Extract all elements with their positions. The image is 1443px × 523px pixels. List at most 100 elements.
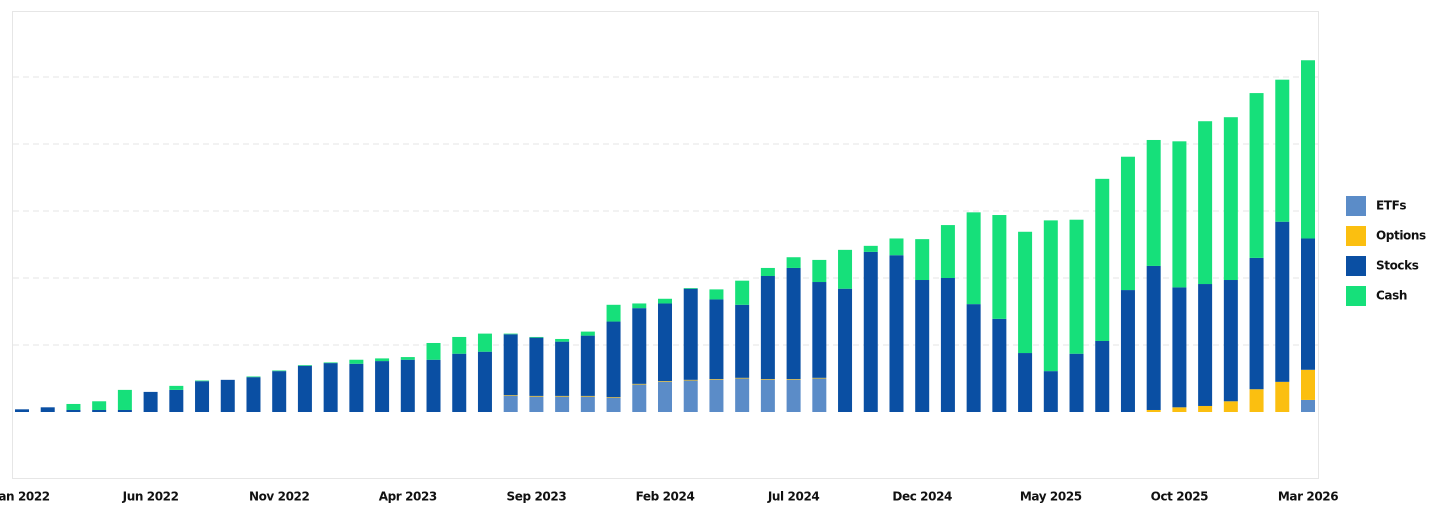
bar-segment <box>683 288 698 289</box>
bar-segment <box>246 377 261 412</box>
bar-segment <box>812 259 827 283</box>
bar-segment <box>760 267 775 276</box>
x-tick-label: Jun 2022 <box>122 490 179 504</box>
bar-segment <box>966 212 981 305</box>
bar-segment <box>143 391 158 412</box>
bar-segment <box>246 376 261 378</box>
bar-segment <box>889 255 904 412</box>
bar-segment <box>735 280 750 305</box>
bar-segment <box>760 379 775 412</box>
bar-segment <box>889 238 904 256</box>
bar-segment <box>477 333 492 352</box>
bar-segment <box>1095 178 1110 341</box>
bar-segment <box>375 361 390 412</box>
bar-segment <box>400 359 415 412</box>
bar-segment <box>1146 265 1161 410</box>
legend-label: Stocks <box>1376 259 1419 273</box>
bar-segment <box>117 389 132 410</box>
bar-segment <box>658 381 672 382</box>
bar-segment <box>426 342 441 360</box>
bar-segment <box>915 280 930 412</box>
bar-segment <box>477 351 492 412</box>
bar-segment <box>709 289 724 300</box>
bar-segment <box>323 363 338 412</box>
bar-segment <box>349 359 364 364</box>
bar-segment <box>1018 353 1033 412</box>
bar-segment <box>503 395 518 412</box>
bar-segment <box>1275 381 1290 412</box>
bar-segment <box>1095 340 1110 412</box>
legend-swatch <box>1346 256 1366 276</box>
bar-segment <box>529 395 544 397</box>
bar-segment <box>606 321 621 398</box>
bar-segment <box>812 378 827 412</box>
bar-segment <box>786 379 801 380</box>
bar-segment <box>297 365 312 366</box>
legend-label: ETFs <box>1376 199 1406 213</box>
bar-segment <box>760 275 775 380</box>
bar-segment <box>503 333 518 335</box>
x-tick-label: Sep 2023 <box>507 490 567 504</box>
bar-segment <box>323 362 338 364</box>
legend-swatch <box>1346 196 1366 216</box>
bar-segment <box>683 380 698 412</box>
bar-segment <box>1172 407 1187 412</box>
bar-segment <box>529 337 544 396</box>
bar-segment <box>658 298 672 304</box>
bar-segment <box>117 409 132 412</box>
bar-segment <box>1275 221 1290 382</box>
bar-segment <box>452 336 467 354</box>
bar-segment <box>632 308 647 384</box>
bar-segment <box>1146 139 1161 266</box>
bar-segment <box>1301 60 1315 239</box>
bar-segment <box>863 245 878 252</box>
bar-segment <box>1198 121 1213 285</box>
bar-segment <box>838 288 853 412</box>
plot-frame <box>12 11 1319 479</box>
bar-segment <box>1172 141 1187 288</box>
bar-segment <box>632 303 647 309</box>
bar-segment <box>992 215 1007 319</box>
bar-segment <box>452 353 467 412</box>
bar-segment <box>838 249 853 289</box>
bar-segment <box>735 377 750 379</box>
bar-segment <box>92 401 107 410</box>
bar-segment <box>169 389 184 412</box>
bar-segment <box>606 397 621 398</box>
bar-segment <box>709 379 724 412</box>
bar-segment <box>1043 220 1058 372</box>
bar-segment <box>786 267 801 380</box>
bar-segment <box>580 396 595 412</box>
bar-segment <box>940 278 955 412</box>
bar-segment <box>1249 93 1264 258</box>
bar-segment <box>40 407 55 412</box>
bar-segment <box>683 288 698 380</box>
bar-segment <box>580 395 595 397</box>
bar-segment <box>760 379 775 380</box>
bar-segment <box>1223 117 1238 281</box>
legend-swatch <box>1346 286 1366 306</box>
x-tick-label: Dec 2024 <box>892 490 952 504</box>
bar-segment <box>632 384 647 412</box>
bar-segment <box>1249 389 1264 412</box>
bar-segment <box>915 239 930 281</box>
bar-segment <box>1069 219 1084 354</box>
bar-segment <box>375 358 390 362</box>
bar-segment <box>272 371 287 412</box>
bar-segment <box>812 282 827 378</box>
bar-segment <box>606 304 621 322</box>
bar-segment <box>812 377 827 379</box>
bar-segment <box>709 299 724 380</box>
bar-segment <box>786 379 801 412</box>
bar-segment <box>555 396 570 412</box>
bar-segment <box>735 304 750 378</box>
bar-segment <box>272 370 287 372</box>
bar-segment <box>297 365 312 412</box>
bar-segment <box>220 379 235 412</box>
bar-segment <box>1301 238 1315 370</box>
x-tick-label: Feb 2024 <box>636 490 695 504</box>
bar-segment <box>1120 290 1135 412</box>
bar-segment <box>1198 405 1213 412</box>
bar-segment <box>1120 156 1135 291</box>
